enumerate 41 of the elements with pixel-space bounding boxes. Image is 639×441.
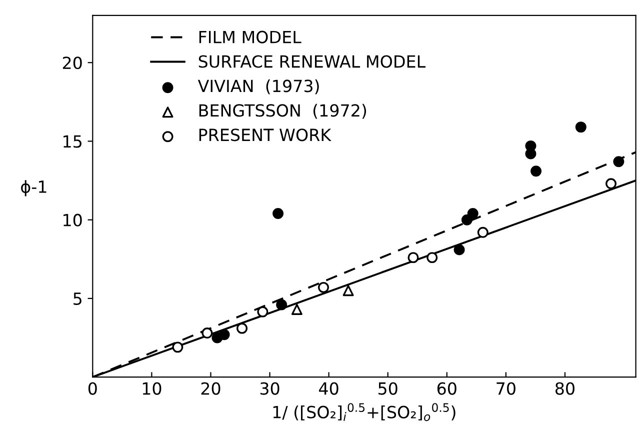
point [342, 285, 354, 296]
point [172, 342, 184, 353]
point [236, 322, 248, 334]
point [530, 166, 542, 177]
point [408, 252, 419, 264]
x-tick-label: 50 [378, 382, 398, 395]
legend-label: SURFACE RENEWAL MODEL [198, 55, 426, 68]
x-tick-label: 70 [496, 382, 516, 395]
legend-label: VIVIAN (1973) [198, 79, 319, 94]
x-tick-label: 10 [142, 382, 162, 395]
legend-label: FILM MODEL [199, 30, 302, 44]
point [461, 214, 472, 226]
point [272, 208, 284, 220]
point [202, 328, 213, 339]
x-tick-label: 80 [555, 382, 574, 395]
point [454, 244, 465, 256]
x-tick-label: 30 [260, 382, 280, 395]
point [477, 226, 488, 238]
y-tick-label: 15 [64, 135, 82, 148]
point [525, 148, 536, 160]
y-axis-title: ϕ-1 [21, 180, 46, 196]
point [467, 208, 478, 220]
point [606, 178, 616, 190]
point [276, 299, 288, 310]
point [426, 252, 438, 264]
point [257, 306, 268, 318]
y-tick-label: 10 [64, 214, 82, 226]
point [218, 329, 230, 340]
point [613, 156, 624, 168]
y-tick-label: 20 [62, 56, 82, 70]
x-tick-label: 40 [319, 382, 338, 395]
point [575, 122, 586, 133]
x-tick-label: 0 [88, 382, 97, 395]
legend-label: PRESENT WORK [199, 128, 332, 142]
point [318, 282, 329, 293]
point [291, 304, 302, 315]
x-tick-label: 20 [201, 382, 220, 395]
legend-label: BENGTSSON (1972) [199, 104, 366, 119]
x-axis-title: 1/ ([SO₂]$_{i}$$^{0.5}$+[SO₂]$_{o}$$^{0.5}$) [273, 403, 456, 422]
x-tick-label: 60 [437, 382, 456, 395]
y-tick-label: 5 [74, 292, 82, 306]
